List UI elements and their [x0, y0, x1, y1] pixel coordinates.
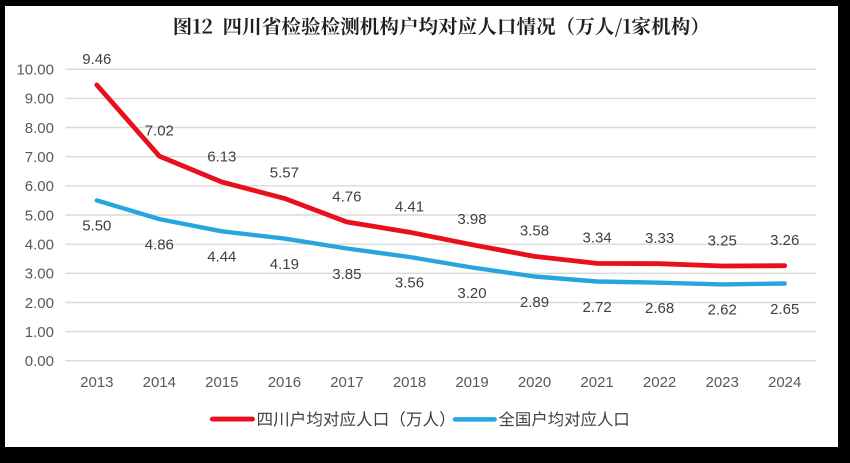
svg-text:3.98: 3.98: [457, 211, 486, 228]
svg-text:4.19: 4.19: [270, 256, 299, 273]
svg-text:3.00: 3.00: [25, 266, 54, 283]
svg-text:6.13: 6.13: [207, 148, 236, 165]
svg-text:2021: 2021: [580, 374, 613, 391]
svg-text:3.20: 3.20: [457, 285, 486, 302]
svg-text:4.76: 4.76: [332, 188, 361, 205]
svg-text:2018: 2018: [393, 374, 426, 391]
svg-text:4.44: 4.44: [207, 249, 236, 266]
svg-text:8.00: 8.00: [25, 120, 54, 137]
svg-text:2022: 2022: [643, 374, 676, 391]
svg-text:5.57: 5.57: [270, 165, 299, 182]
svg-text:2017: 2017: [330, 374, 363, 391]
svg-text:9.00: 9.00: [25, 91, 54, 108]
svg-text:3.34: 3.34: [582, 230, 611, 247]
svg-text:3.85: 3.85: [332, 266, 361, 283]
svg-text:5.00: 5.00: [25, 207, 54, 224]
svg-text:7.00: 7.00: [25, 149, 54, 166]
svg-text:2020: 2020: [518, 374, 551, 391]
svg-text:2016: 2016: [268, 374, 301, 391]
svg-text:1.00: 1.00: [25, 324, 54, 341]
svg-text:2.00: 2.00: [25, 295, 54, 312]
svg-text:4.86: 4.86: [145, 236, 174, 253]
svg-text:2015: 2015: [205, 374, 238, 391]
svg-text:2013: 2013: [80, 374, 113, 391]
svg-text:2.62: 2.62: [708, 302, 737, 319]
svg-text:10.00: 10.00: [16, 62, 54, 79]
svg-text:2023: 2023: [706, 374, 739, 391]
svg-text:2019: 2019: [455, 374, 488, 391]
svg-text:9.46: 9.46: [82, 51, 111, 68]
svg-text:3.25: 3.25: [708, 232, 737, 249]
svg-text:6.00: 6.00: [25, 178, 54, 195]
svg-text:7.02: 7.02: [145, 122, 174, 139]
svg-text:3.56: 3.56: [395, 274, 424, 291]
svg-text:5.50: 5.50: [82, 218, 111, 235]
svg-text:0.00: 0.00: [25, 353, 54, 370]
svg-text:4.41: 4.41: [395, 199, 424, 216]
svg-text:2.72: 2.72: [582, 299, 611, 316]
svg-text:3.58: 3.58: [520, 223, 549, 240]
svg-text:2.65: 2.65: [770, 301, 799, 318]
svg-text:3.26: 3.26: [770, 232, 799, 249]
svg-text:3.33: 3.33: [645, 230, 674, 247]
svg-text:2.68: 2.68: [645, 300, 674, 317]
svg-text:4.00: 4.00: [25, 237, 54, 254]
svg-text:2.89: 2.89: [520, 294, 549, 311]
svg-text:2024: 2024: [768, 374, 801, 391]
svg-text:2014: 2014: [143, 374, 176, 391]
